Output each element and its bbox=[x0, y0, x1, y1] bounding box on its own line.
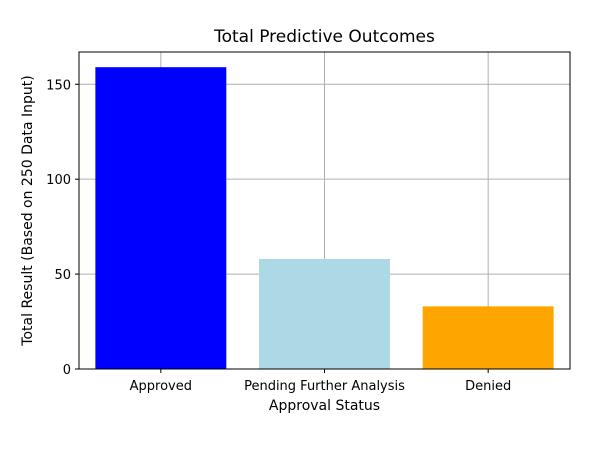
y-tick-label: 100 bbox=[46, 173, 71, 188]
bar-pending-further-analysis bbox=[259, 258, 390, 369]
y-tick-label: 50 bbox=[54, 268, 71, 283]
bars bbox=[95, 67, 554, 369]
y-tick-label: 0 bbox=[63, 363, 71, 378]
x-tick-label: Denied bbox=[465, 379, 511, 394]
ticks: 0 50 100 150 Approved Pending Further Analysi… bbox=[46, 78, 511, 394]
x-axis-label: Approval Status bbox=[269, 398, 380, 414]
y-axis-label: Total Result (Based on 250 Data Input) bbox=[20, 75, 36, 346]
x-tick-label: Pending Further Analysis bbox=[244, 379, 405, 394]
bar-denied bbox=[422, 306, 554, 369]
bar-approved bbox=[95, 67, 227, 369]
chart-title: Total Predictive Outcomes bbox=[213, 27, 435, 47]
x-tick-label: Approved bbox=[130, 379, 192, 394]
y-tick-label: 150 bbox=[46, 78, 71, 93]
